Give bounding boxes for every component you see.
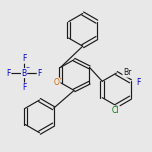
Text: Cl: Cl xyxy=(112,106,119,115)
Text: F: F xyxy=(137,78,141,87)
Text: −: − xyxy=(26,65,30,70)
Text: F: F xyxy=(37,69,42,78)
Text: B: B xyxy=(22,69,27,78)
Text: F: F xyxy=(22,54,26,63)
Text: F: F xyxy=(7,69,11,78)
Text: Br: Br xyxy=(123,68,131,77)
Text: F: F xyxy=(22,83,26,92)
Text: O: O xyxy=(54,78,60,87)
Text: +: + xyxy=(58,77,62,81)
